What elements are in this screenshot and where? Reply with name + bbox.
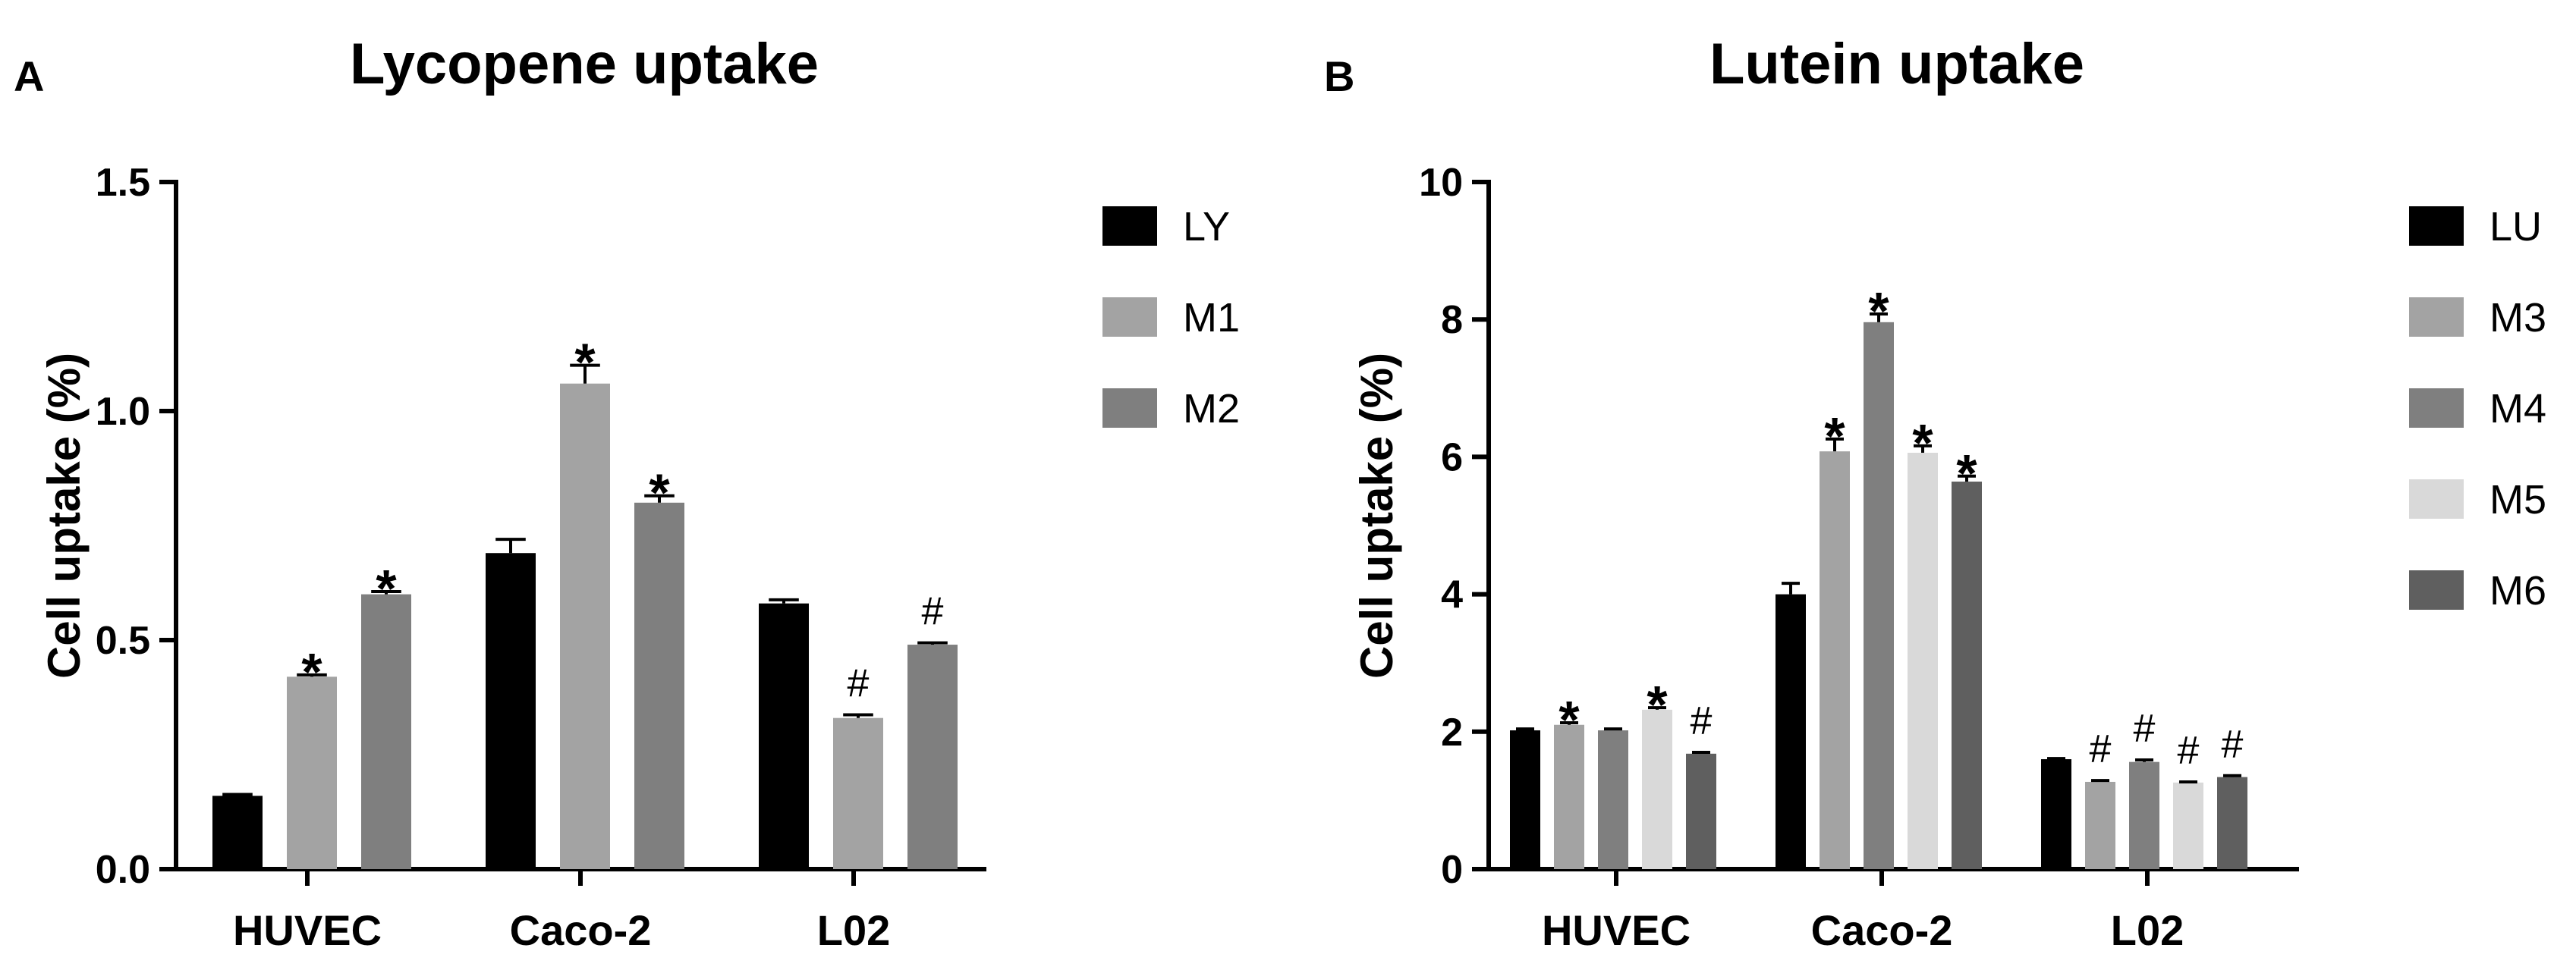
bar: [560, 383, 610, 869]
bar: [1642, 709, 1672, 869]
legend-swatch: [2409, 388, 2464, 428]
bar: [1952, 482, 1982, 869]
significance-mark: *: [376, 559, 397, 618]
x-tick-label: HUVEC: [1542, 906, 1691, 954]
bar: [1686, 753, 1716, 869]
bar: [1820, 451, 1850, 869]
legend-label: M5: [2490, 477, 2546, 523]
y-tick-label: 1.0: [96, 390, 150, 434]
significance-mark: #: [922, 590, 944, 634]
bar: [907, 645, 958, 869]
bar: [1554, 724, 1584, 869]
bar: [1908, 452, 1938, 869]
bar: [1776, 594, 1806, 869]
panel-b-label: B: [1324, 52, 1354, 100]
panel-a-ylabel: Cell uptake (%): [39, 353, 90, 679]
panel-a-title: Lycopene uptake: [350, 32, 819, 96]
legend-label: LU: [2490, 204, 2542, 250]
legend-swatch: [2409, 206, 2464, 246]
panel-b-ylabel: Cell uptake (%): [1351, 353, 1402, 679]
legend-swatch: [2409, 570, 2464, 610]
x-tick-label: HUVEC: [233, 906, 382, 954]
bar: [287, 676, 337, 869]
significance-mark: *: [649, 463, 670, 523]
significance-mark: *: [1912, 413, 1933, 472]
bar: [361, 594, 411, 869]
legend-label: M4: [2490, 386, 2546, 432]
significance-mark: #: [1691, 699, 1713, 743]
panel-b-title: Lutein uptake: [1709, 32, 2084, 96]
significance-mark: #: [2178, 729, 2200, 773]
significance-mark: *: [301, 642, 322, 702]
bar: [833, 717, 883, 869]
y-tick-label: 0.0: [96, 848, 150, 892]
legend-swatch: [1102, 297, 1157, 337]
x-tick-label: Caco-2: [1811, 906, 1953, 954]
bar: [212, 796, 263, 869]
bar: [2085, 781, 2115, 869]
legend-swatch: [2409, 297, 2464, 337]
bar: [759, 603, 809, 869]
bar: [2173, 782, 2203, 869]
y-tick-label: 2: [1441, 711, 1463, 755]
x-tick-label: L02: [2111, 906, 2184, 954]
legend-label: M1: [1183, 295, 1240, 341]
y-tick-label: 0.5: [96, 619, 150, 663]
bar: [2041, 759, 2071, 869]
legend-label: M6: [2490, 568, 2546, 614]
bar: [486, 553, 536, 869]
legend-swatch: [2409, 479, 2464, 519]
x-tick-label: Caco-2: [510, 906, 652, 954]
bar: [2129, 761, 2159, 869]
y-tick-label: 4: [1441, 573, 1463, 617]
bar: [634, 502, 684, 869]
legend-label: LY: [1183, 204, 1230, 250]
bar: [1510, 730, 1540, 869]
significance-mark: *: [1824, 407, 1845, 466]
legend-swatch: [1102, 206, 1157, 246]
y-tick-label: 0: [1441, 848, 1463, 892]
bar: [1864, 322, 1894, 870]
y-tick-label: 8: [1441, 298, 1463, 342]
significance-mark: #: [2090, 727, 2112, 771]
significance-mark: #: [2134, 707, 2156, 751]
panel-a-label: A: [14, 52, 44, 100]
y-tick-label: 6: [1441, 435, 1463, 479]
legend-label: M2: [1183, 386, 1240, 432]
legend-label: M3: [2490, 295, 2546, 341]
significance-mark: #: [2222, 723, 2244, 767]
significance-mark: *: [1956, 444, 1977, 503]
bar: [1598, 730, 1628, 869]
significance-mark: *: [1647, 675, 1668, 734]
panel-a-plot: 0.0 0.5 1.0 1.5 HUVEC * * Caco-2 * * L02 # # LY M1 M2: [96, 161, 1240, 954]
significance-mark: *: [574, 333, 596, 392]
bar: [2217, 777, 2247, 869]
panel-b-plot: 0 2 4 6 8 10 HUVEC * * # Caco-2 * * * * L02 # # # # LU M3 M4 M5…: [1419, 161, 2546, 954]
significance-mark: #: [848, 661, 870, 705]
y-tick-label: 10: [1419, 161, 1463, 205]
legend-swatch: [1102, 388, 1157, 428]
significance-mark: *: [1868, 281, 1889, 341]
x-tick-label: L02: [817, 906, 891, 954]
significance-mark: *: [1558, 690, 1580, 749]
y-tick-label: 1.5: [96, 161, 150, 205]
